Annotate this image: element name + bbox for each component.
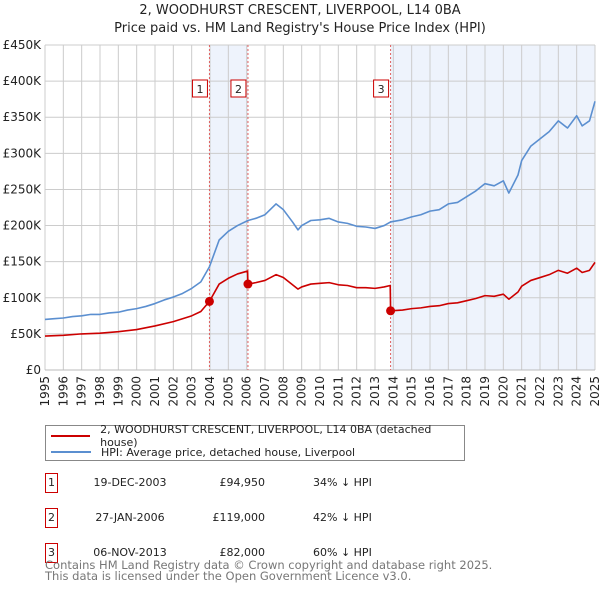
y-tick-label: £450K (3, 38, 43, 52)
sale-date: 06-NOV-2013 (93, 546, 167, 559)
y-tick-label: £0 (26, 363, 41, 377)
x-tick-label: 2008 (276, 376, 290, 407)
sale-hpi-diff: 34% ↓ HPI (313, 476, 372, 489)
legend-label-hpi: HPI: Average price, detached house, Live… (101, 445, 356, 459)
shaded-period (390, 45, 595, 370)
x-tick-label: 2025 (588, 376, 600, 407)
x-tick-label: 2000 (130, 376, 144, 407)
sale-price: £119,000 (212, 511, 266, 524)
legend-item-property: 2, WOODHURST CRESCENT, LIVERPOOL, L14 0B… (51, 423, 464, 449)
x-tick-label: 2022 (533, 376, 547, 407)
y-tick-label: £150K (3, 255, 43, 269)
x-tick-label: 1999 (111, 376, 125, 407)
x-tick-label: 2020 (496, 376, 510, 407)
sale-label: 3 (378, 83, 385, 96)
chart-subtitle: Price paid vs. HM Land Registry's House … (114, 21, 486, 36)
footer-copyright: Contains HM Land Registry data © Crown c… (45, 558, 493, 572)
x-tick-label: 2023 (551, 376, 565, 407)
legend-swatch-blue (51, 451, 91, 453)
footer: Contains HM Land Registry data © Crown c… (45, 558, 493, 583)
sale-point (204, 296, 214, 306)
sale-marker-badge: 2 (45, 508, 58, 528)
x-tick-label: 2024 (570, 376, 584, 407)
x-tick-label: 1997 (75, 376, 89, 407)
sale-point (243, 279, 253, 289)
x-tick-label: 2002 (166, 376, 180, 407)
y-tick-label: £250K (3, 182, 43, 196)
x-tick-label: 2010 (313, 376, 327, 407)
legend-item-hpi: HPI: Average price, detached house, Live… (51, 444, 355, 460)
x-tick-label: 2015 (405, 376, 419, 407)
sale-hpi-diff: 42% ↓ HPI (313, 511, 372, 524)
x-tick-label: 1996 (56, 376, 70, 407)
y-tick-label: £350K (3, 110, 43, 124)
x-tick-label: 2018 (460, 376, 474, 407)
hpi-line (44, 101, 596, 321)
x-tick-label: 2006 (240, 376, 254, 407)
sale-marker-badge: 3 (45, 543, 58, 563)
x-tick-label: 2013 (368, 376, 382, 407)
x-tick-label: 2009 (295, 376, 309, 407)
legend: 2, WOODHURST CRESCENT, LIVERPOOL, L14 0B… (45, 423, 465, 461)
x-tick-label: 2014 (386, 376, 400, 407)
x-tick-label: 2003 (185, 376, 199, 407)
sale-label-box (230, 79, 247, 98)
sale-date: 19-DEC-2003 (93, 476, 167, 489)
sale-hpi-diff: 60% ↓ HPI (313, 546, 372, 559)
legend-swatch-red (51, 435, 91, 437)
y-tick-label: £300K (3, 146, 43, 160)
price-chart: 1995 1996 1997 1998 1999 2000 2001 2002 2003 2004… (3, 38, 600, 407)
sale-marker-badge: 1 (45, 473, 58, 493)
x-tick-label: 2001 (148, 376, 162, 407)
sale-date: 27-JAN-2006 (95, 511, 165, 524)
x-tick-label: 2011 (331, 376, 345, 407)
x-tick-label: 2007 (258, 376, 272, 407)
x-tick-label: 2004 (203, 376, 217, 407)
x-tick-label: 2019 (478, 376, 492, 407)
chart-title: 2, WOODHURST CRESCENT, LIVERPOOL, L14 0B… (139, 3, 461, 18)
sale-price: £94,950 (219, 476, 266, 489)
x-tick-label: 2017 (441, 376, 455, 407)
property-price-line (44, 261, 596, 337)
sale-label: 2 (235, 83, 242, 96)
x-tick-label: 2016 (423, 376, 437, 407)
sale-point (386, 306, 396, 316)
x-tick-label: 1998 (93, 376, 107, 407)
sale-price: £82,000 (219, 546, 266, 559)
sale-label: 1 (196, 83, 203, 96)
footer-licence: This data is licensed under the Open Gov… (45, 569, 412, 583)
legend-label-property: 2, WOODHURST CRESCENT, LIVERPOOL, L14 0B… (100, 423, 432, 449)
y-tick-label: £100K (3, 291, 43, 305)
sale-label-box (191, 79, 208, 98)
x-tick-label: 2005 (221, 376, 235, 407)
y-tick-label: £200K (3, 219, 43, 233)
x-tick-label: 2021 (515, 376, 529, 407)
y-tick-label: £400K (3, 74, 43, 88)
y-tick-label: £50K (10, 327, 42, 341)
x-tick-label: 1995 (38, 376, 52, 407)
sale-label-box (373, 79, 390, 98)
x-tick-label: 2012 (350, 376, 364, 407)
